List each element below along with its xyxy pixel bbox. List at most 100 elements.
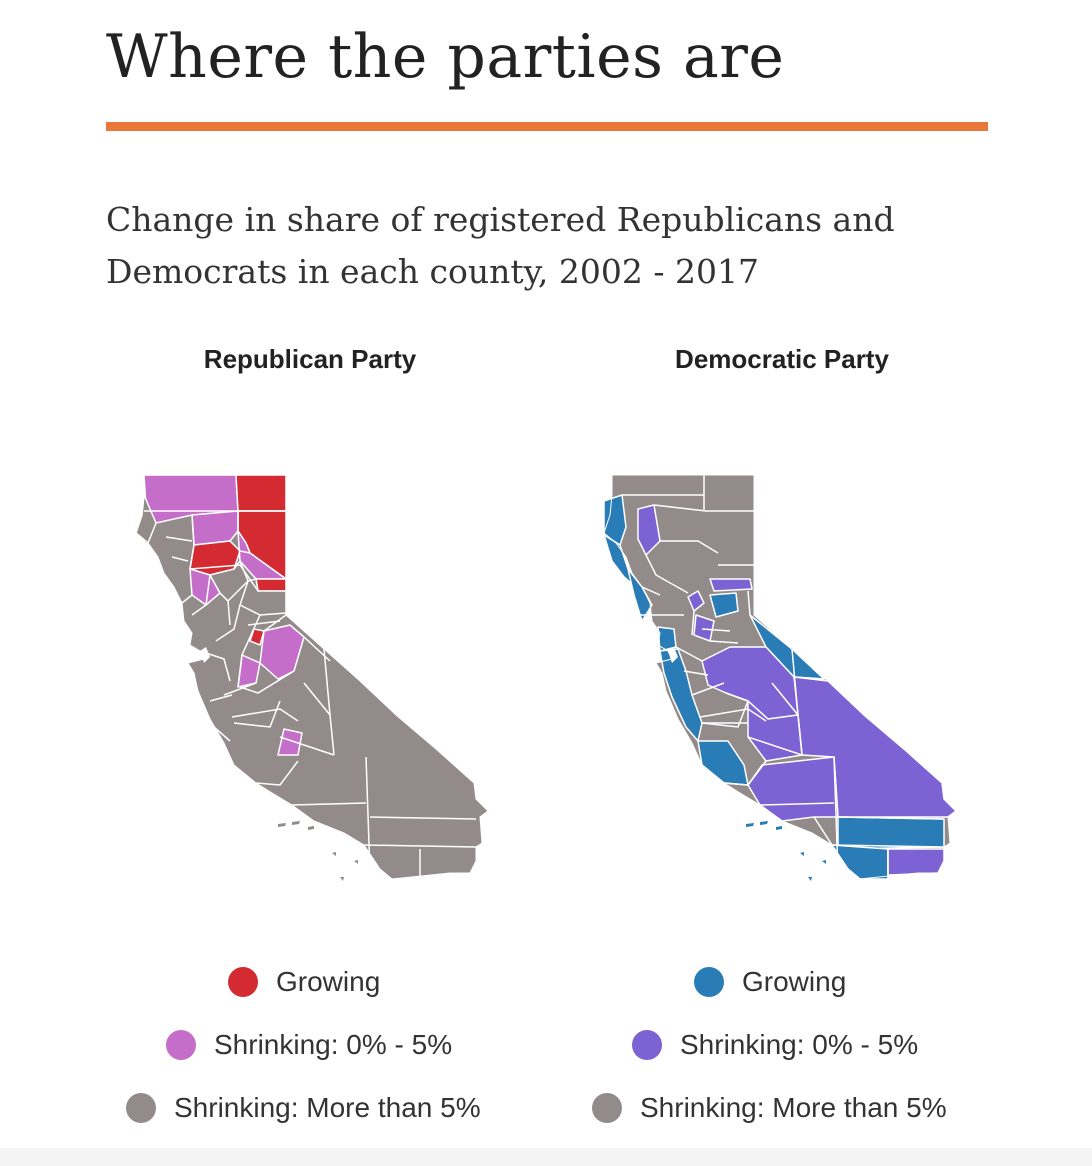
county-region	[603, 494, 627, 546]
county-border	[209, 694, 233, 702]
legend-label: Shrinking: More than 5%	[640, 1092, 947, 1123]
channel-island	[278, 823, 286, 827]
county-region	[709, 578, 753, 592]
legend-item-shrinking-large: Shrinking: More than 5%	[126, 1092, 481, 1124]
county-border	[323, 648, 335, 756]
legend-label: Shrinking: 0% - 5%	[214, 1029, 453, 1060]
county-border	[233, 700, 281, 728]
channel-island	[746, 823, 754, 827]
county-region	[235, 474, 287, 512]
county-border	[181, 594, 193, 604]
county-border	[701, 628, 731, 632]
county-border	[165, 536, 193, 542]
legend-swatch	[632, 1030, 662, 1060]
republican-county-map	[135, 474, 489, 881]
legend-label: Shrinking: More than 5%	[174, 1092, 481, 1123]
county-border	[691, 682, 725, 696]
title-underline	[106, 122, 988, 131]
county-border	[363, 844, 477, 848]
county-border	[699, 708, 767, 722]
county-region	[659, 648, 703, 742]
county-border	[303, 636, 331, 662]
county-border	[683, 670, 709, 676]
county-border	[641, 586, 661, 596]
county-border	[723, 760, 767, 786]
county-region	[831, 844, 889, 880]
county-border	[171, 556, 189, 562]
county-border	[771, 682, 799, 716]
county-border	[709, 640, 739, 644]
county-border	[831, 844, 945, 848]
county-border	[791, 648, 803, 756]
county-region	[837, 816, 945, 850]
democratic-county-map	[603, 474, 957, 881]
legend-swatch	[166, 1030, 196, 1060]
county-region	[277, 728, 303, 756]
legend-item-growing: Growing	[228, 966, 380, 998]
legend-item-shrinking-small: Shrinking: 0% - 5%	[166, 1029, 452, 1061]
channel-island	[800, 852, 804, 856]
state-outline	[603, 474, 957, 880]
county-region	[887, 848, 945, 876]
county-region	[191, 510, 239, 546]
county-border	[263, 614, 287, 632]
legend-label: Shrinking: 0% - 5%	[680, 1029, 919, 1060]
county-border	[239, 550, 251, 554]
legend-item-growing: Growing	[694, 966, 846, 998]
county-border	[369, 816, 477, 820]
county-border	[255, 760, 299, 786]
county-border	[219, 592, 231, 626]
county-border	[279, 736, 335, 756]
channel-island	[776, 826, 782, 830]
county-border	[653, 504, 754, 512]
county-border	[239, 670, 295, 694]
footer-band	[0, 1148, 1092, 1166]
county-border	[191, 574, 211, 616]
legend-label: Growing	[742, 966, 847, 997]
legend-item-shrinking-large: Shrinking: More than 5%	[592, 1092, 947, 1124]
legend-item-shrinking-small: Shrinking: 0% - 5%	[632, 1029, 918, 1061]
county-border	[725, 692, 749, 702]
channel-island	[822, 860, 826, 864]
county-border	[837, 816, 945, 820]
county-border	[747, 590, 751, 616]
county-border	[237, 614, 261, 688]
county-border	[747, 736, 803, 756]
county-region	[687, 590, 705, 612]
subtitle: Change in share of registered Republican…	[106, 200, 895, 291]
bay-water	[668, 647, 678, 663]
county-border	[759, 802, 835, 806]
legend-swatch	[126, 1093, 156, 1123]
channel-island	[292, 821, 300, 825]
county-border	[303, 682, 331, 716]
county-border	[231, 708, 299, 722]
county-region	[249, 628, 265, 646]
page-title: Where the parties are	[106, 22, 785, 92]
channel-island	[340, 877, 344, 881]
channel-island	[760, 821, 768, 825]
republican-map-title: Republican Party	[203, 344, 417, 374]
legend-label: Growing	[276, 966, 381, 997]
county-border	[691, 610, 695, 636]
county-region	[657, 626, 677, 652]
state-outline	[135, 474, 489, 880]
county-border	[675, 646, 703, 662]
county-border	[189, 564, 259, 592]
county-border	[813, 816, 833, 846]
bay-water	[200, 647, 210, 663]
channel-island	[808, 877, 812, 881]
county-border	[660, 540, 719, 554]
legend-swatch	[592, 1093, 622, 1123]
legend-swatch	[228, 967, 258, 997]
county-region	[189, 568, 221, 606]
county-border	[645, 554, 689, 594]
county-border	[291, 802, 367, 806]
county-border	[215, 604, 241, 642]
channel-island	[354, 860, 358, 864]
county-border	[701, 700, 749, 728]
county-region	[255, 578, 287, 592]
county-region	[637, 504, 661, 556]
county-border	[223, 682, 257, 696]
county-region	[709, 592, 739, 618]
county-border	[213, 726, 231, 742]
